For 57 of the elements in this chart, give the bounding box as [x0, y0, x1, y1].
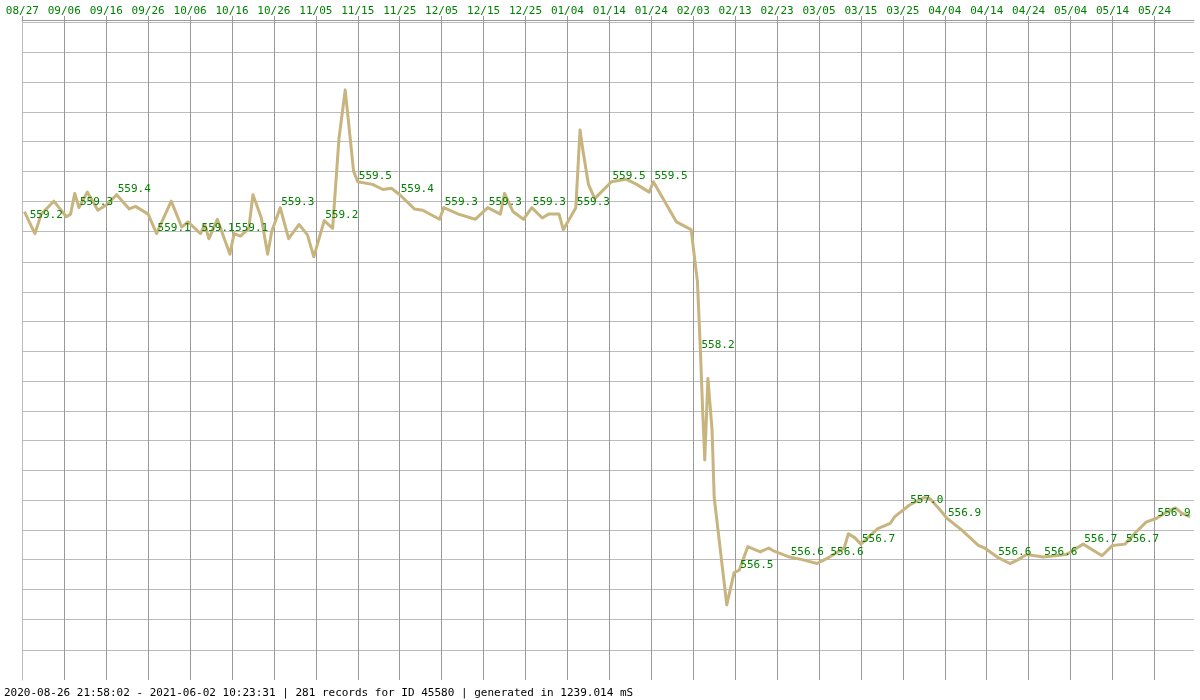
data-label: 556.6	[998, 544, 1032, 558]
data-label: 559.3	[281, 195, 315, 209]
data-label: 559.1	[201, 221, 235, 235]
data-label: 556.7	[861, 531, 896, 545]
text: 2020-08-26 21:58:02 - 2021-06-02 10:23:31 | 281 records for ID 45580 | generated in 1239.014 mS	[4, 686, 634, 699]
x-tick-label: 02/03	[676, 4, 710, 17]
x-tick-label: 10/26	[257, 4, 291, 17]
x-tick-label: 04/04	[928, 4, 962, 17]
x-tick-label: 03/25	[886, 4, 920, 17]
data-label: 559.3	[79, 195, 114, 209]
data-label: 559.4	[400, 182, 435, 196]
data-label: 556.6	[830, 544, 864, 558]
data-label: 559.1	[235, 221, 269, 235]
data-label: 556.7	[1126, 531, 1160, 545]
data-label: 559.2	[29, 208, 63, 222]
data-label: 556.6	[790, 544, 824, 558]
x-tick-label: 10/06	[173, 4, 207, 17]
x-tick-label: 05/14	[1095, 4, 1130, 17]
data-label: 559.4	[117, 182, 152, 196]
x-tick-label: 05/24	[1137, 4, 1172, 17]
x-tick-label: 04/14	[970, 4, 1004, 17]
x-tick-label: 01/04	[550, 4, 585, 17]
x-tick-label: 08/27	[5, 4, 39, 17]
x-tick-label: 11/25	[383, 4, 417, 17]
data-label: 556.6	[1044, 544, 1078, 558]
data-label: 559.5	[358, 169, 392, 183]
data-label: 559.3	[488, 195, 522, 209]
x-tick-label: 01/14	[592, 4, 627, 17]
data-label: 559.2	[325, 208, 359, 222]
x-tick-label: 04/24	[1012, 4, 1046, 17]
x-tick-label: 05/04	[1054, 4, 1088, 17]
x-tick-label: 12/25	[508, 4, 543, 17]
x-tick-label: 09/16	[89, 4, 123, 17]
data-label: 557.0	[910, 492, 944, 506]
data-label: 559.3	[532, 195, 566, 209]
data-label: 559.1	[157, 221, 191, 235]
x-tick-label: 01/24	[634, 4, 669, 17]
data-label: 559.3	[444, 195, 478, 209]
x-tick-label: 02/13	[718, 4, 752, 17]
data-label: 559.3	[576, 195, 610, 209]
x-tick-label: 12/05	[425, 4, 459, 17]
x-tick-label: 03/15	[844, 4, 878, 17]
x-tick-label: 03/05	[802, 4, 836, 17]
data-label: 556.7	[1084, 531, 1118, 545]
data-label: 558.2	[701, 337, 735, 351]
x-tick-label: 09/06	[47, 4, 81, 17]
data-label: 556.9	[947, 505, 982, 519]
x-tick-label: 02/23	[760, 4, 794, 17]
x-tick-label: 11/15	[341, 4, 375, 17]
x-tick-label: 10/16	[215, 4, 249, 17]
x-tick-label: 11/05	[299, 4, 333, 17]
data-label: 556.5	[740, 557, 774, 571]
data-label: 559.5	[654, 169, 688, 183]
x-tick-label: 12/15	[467, 4, 501, 17]
data-label: 556.9	[1157, 505, 1191, 519]
x-tick-label: 09/26	[131, 4, 165, 17]
data-label: 559.5	[612, 169, 646, 183]
